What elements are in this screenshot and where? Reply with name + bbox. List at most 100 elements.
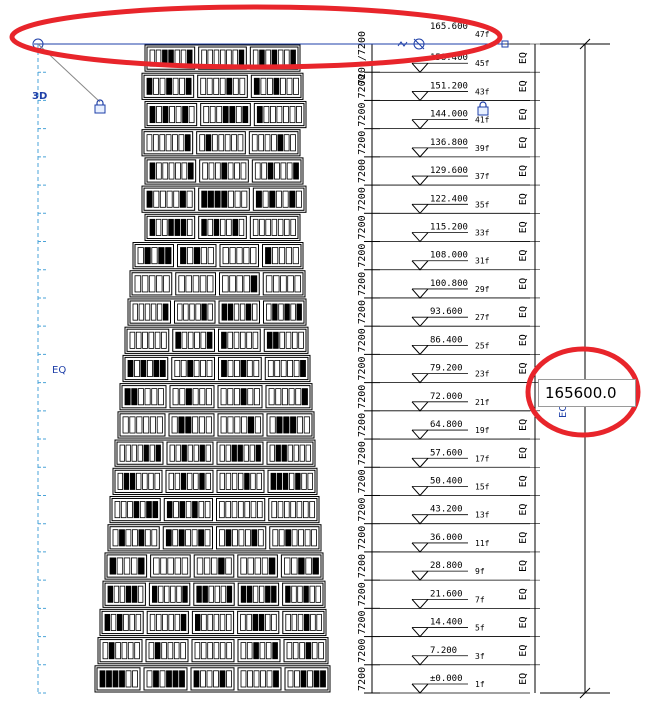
level-triangle-icon <box>411 345 429 356</box>
level-name: 15f <box>475 482 490 491</box>
view-cube-label: 3D <box>32 91 47 102</box>
level-elevation: 122.400 <box>430 194 468 204</box>
level-name: 23f <box>475 370 490 379</box>
level-marker[interactable]: 115.200 33f <box>380 223 530 243</box>
level-triangle-icon <box>411 627 429 638</box>
eq-segment-label: EQ <box>518 137 529 149</box>
level-elevation: 79.200 <box>430 364 463 374</box>
highlight-ellipse-top <box>9 4 503 70</box>
level-name: 29f <box>475 285 490 294</box>
level-marker[interactable]: 72.000 21f <box>380 392 530 412</box>
level-marker[interactable]: 86.400 25f <box>380 335 530 356</box>
floor-dimension-text: 7200/7200 <box>357 31 368 85</box>
floor-dimension-text: 7200 <box>357 244 368 268</box>
floor-dimension-text: 7200 <box>357 554 368 578</box>
level-triangle-icon <box>411 373 429 384</box>
level-triangle-icon <box>411 232 429 243</box>
level-marker[interactable]: 36.000 11f <box>380 533 530 553</box>
floor-dimension-text: 7200 <box>357 215 368 239</box>
floor-dimension-text: 7200 <box>357 74 368 98</box>
level-triangle-icon <box>411 175 429 186</box>
facade-floor <box>114 439 316 467</box>
eq-segment-label: EQ <box>518 193 529 205</box>
facade-floor <box>107 524 322 552</box>
level-elevation: 36.000 <box>430 533 463 543</box>
level-triangle-icon <box>411 260 429 271</box>
level-triangle-icon <box>411 570 429 581</box>
level-elevation: 151.200 <box>430 81 468 91</box>
level-marker[interactable]: 151.200 43f <box>380 81 530 102</box>
floor-dimension-text: 7200 <box>357 356 368 380</box>
level-elevation: 50.400 <box>430 476 463 486</box>
level-triangle-icon <box>411 514 429 525</box>
level-marker[interactable]: 93.600 27f <box>380 307 530 327</box>
eq-segment-label: EQ <box>518 560 529 572</box>
eq-segment-label: EQ <box>518 362 529 374</box>
facade-floor <box>119 383 313 411</box>
eq-segment-label: EQ <box>518 447 529 459</box>
facade-floor <box>99 608 327 637</box>
level-name: 31f <box>475 257 490 266</box>
level-elevation: 14.400 <box>430 618 463 628</box>
level-marker[interactable]: 158.400 45f <box>380 53 530 73</box>
floor-dimension-text: 7200 <box>357 385 368 409</box>
facade-floor <box>141 129 301 157</box>
eq-segment-label: EQ <box>518 109 529 121</box>
level-marker[interactable]: 122.400 35f <box>380 194 530 215</box>
level-triangle-icon <box>411 542 429 553</box>
level-marker[interactable]: 79.200 23f <box>380 364 530 384</box>
level-markers: 165.600 47f 158.400 45f 151.200 43f 144.000 41f… <box>380 22 530 694</box>
level-marker[interactable]: 64.800 19f <box>380 420 530 440</box>
floor-dimension-text: 7200 <box>357 469 368 493</box>
level-marker[interactable]: 100.800 29f <box>380 279 530 299</box>
eq-segment-label: EQ <box>518 250 529 262</box>
dimension-tick <box>579 687 591 699</box>
level-marker[interactable]: 21.600 7f <box>380 589 530 610</box>
level-name: 7f <box>475 595 485 604</box>
level-triangle-icon <box>411 288 429 299</box>
floor-dimension-text: 7200 <box>357 187 368 211</box>
level-marker[interactable]: ±0.000 1f <box>380 674 530 694</box>
level-triangle-icon <box>411 457 429 469</box>
level-triangle-icon <box>411 429 429 440</box>
level-marker[interactable]: 57.600 17f <box>380 448 530 469</box>
floor-dimension-text: 7200 <box>357 582 368 606</box>
level-marker[interactable]: 136.800 39f <box>380 138 530 158</box>
level-head-icon[interactable] <box>413 38 425 50</box>
level-triangle-icon <box>411 316 429 327</box>
eq-segment-label: EQ <box>518 165 529 177</box>
level-name: 13f <box>475 511 490 520</box>
floor-dimension-text: 7200 <box>357 526 368 550</box>
level-marker[interactable]: 108.000 31f <box>380 251 530 271</box>
level-name: 5f <box>475 624 485 633</box>
building-facade <box>94 44 331 693</box>
level-marker[interactable]: 28.800 9f <box>380 561 530 581</box>
eq-segment-label: EQ <box>518 475 529 487</box>
level-marker[interactable]: 50.400 15f <box>380 476 530 497</box>
level-elevation: ±0.000 <box>430 674 463 684</box>
level-marker[interactable]: 129.600 37f <box>380 166 530 186</box>
level-elevation: 115.200 <box>430 223 468 233</box>
level-marker[interactable]: 144.000 41f <box>380 110 530 130</box>
eq-segment-label: EQ <box>518 306 529 318</box>
lock-icon[interactable] <box>94 99 106 114</box>
level-drag-handle[interactable] <box>501 40 509 48</box>
facade-floor <box>104 552 324 580</box>
facade-floor <box>97 637 329 665</box>
level-elevation: 86.400 <box>430 335 463 345</box>
floor-dimension-text: 7200 <box>357 300 368 324</box>
break-line-icon[interactable] <box>397 41 408 47</box>
level-marker[interactable]: 14.400 5f <box>380 618 530 638</box>
level-marker[interactable]: 43.200 13f <box>380 505 530 525</box>
level-elevation: 100.800 <box>430 279 468 289</box>
dimension-value-input[interactable]: 165600.0 <box>538 379 636 407</box>
lock-icon[interactable] <box>477 101 489 116</box>
eq-segment-label: EQ <box>518 334 529 346</box>
facade-floor <box>94 665 331 693</box>
facade-floor <box>127 298 307 326</box>
level-marker[interactable]: 7.200 3f <box>380 646 530 666</box>
floor-dimension-text: 7200 <box>357 441 368 465</box>
level-name: 19f <box>475 426 490 435</box>
level-name: 1f <box>475 680 485 689</box>
